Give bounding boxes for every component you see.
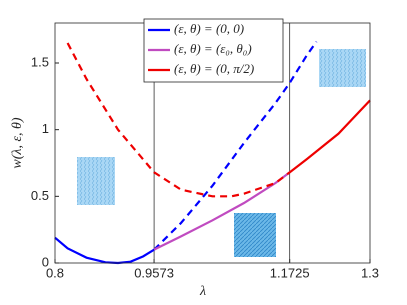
series-line [66, 42, 291, 198]
series-line [54, 236, 155, 265]
y-tick-label: 0 [42, 254, 49, 269]
series-line [153, 41, 318, 251]
series-line [289, 99, 371, 174]
y-axis-label: w(λ, ε, θ) [10, 117, 25, 168]
pattern-icon [234, 213, 276, 257]
legend-label: (ε, θ) = (0, π/2) [174, 61, 254, 76]
x-tick-label: 1.1725 [270, 265, 310, 280]
y-tick-label: 0.5 [31, 188, 49, 203]
x-tick-label: 1.3 [361, 265, 379, 280]
pattern-icon [319, 49, 366, 87]
y-tick-label: 1 [42, 121, 49, 136]
y-tick-label: 1.5 [31, 54, 49, 69]
x-tick-label: 0.8 [46, 265, 64, 280]
legend-label: (ε, θ) = (0, 0) [174, 21, 244, 36]
legend-label: (ε, θ) = (ε₀, θ₀) [174, 41, 252, 56]
x-tick-label: 0.9573 [134, 265, 174, 280]
x-axis-label: λ [199, 284, 206, 299]
pattern-icon [77, 157, 115, 205]
